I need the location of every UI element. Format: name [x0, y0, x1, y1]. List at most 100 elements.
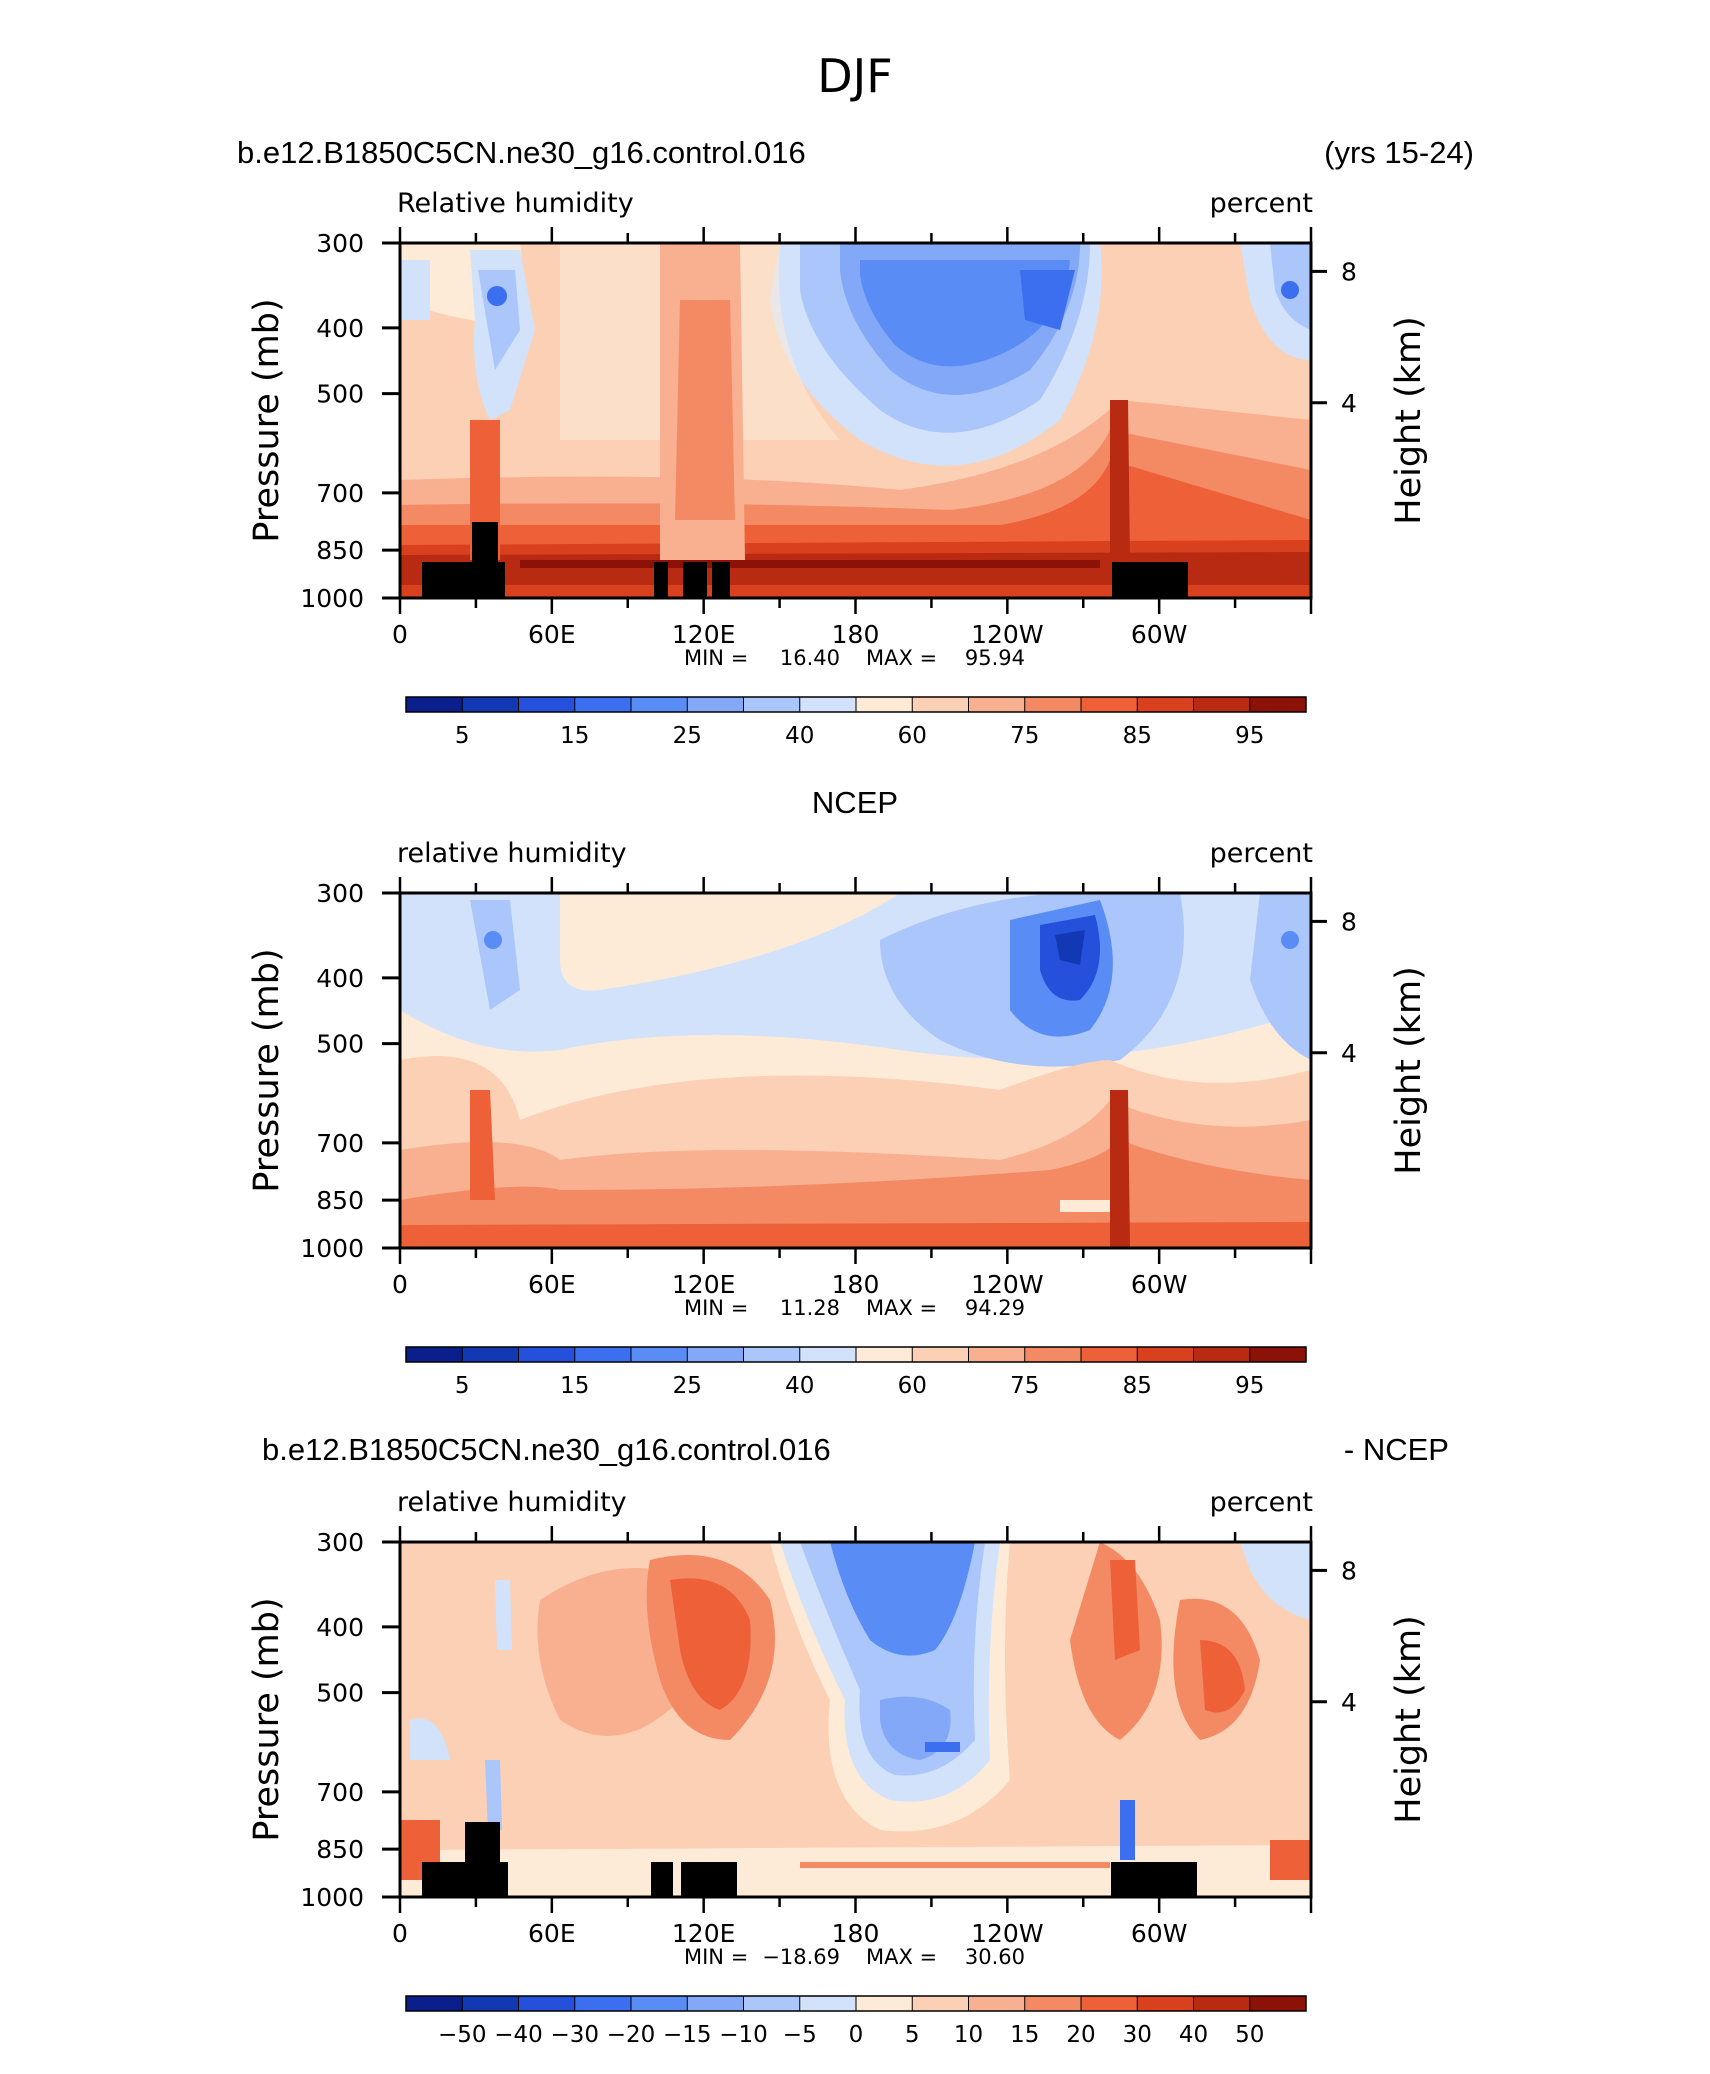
panel2-colorbar-box-4	[631, 1347, 688, 1362]
panel2-colorbar-box-8	[856, 1347, 913, 1362]
panel3-colorbar-box-8	[856, 1996, 913, 2011]
panel1-colorbar-box-3	[574, 697, 632, 712]
panel1-xtick-label-60W: 60W	[1131, 620, 1188, 649]
panel1-colorbar-label: 15	[560, 723, 589, 749]
panel3-ytick-label-500: 500	[316, 1679, 364, 1708]
panel3-ylabel-right: Height (km)	[1389, 1615, 1429, 1824]
panel1-colorbar-box-0	[406, 697, 463, 712]
panel1-ytick-label-500: 500	[316, 380, 364, 409]
panel3-colorbar-box-7	[799, 1996, 857, 2011]
panel3-variable-label: relative humidity	[397, 1487, 627, 1518]
panel3-xtick-label-0: 0	[392, 1919, 408, 1948]
panel1-xtick-label-120W: 120W	[971, 620, 1043, 649]
panel1-colorbar-box-11	[1024, 697, 1082, 712]
panel3-minus-label: - NCEP	[1344, 1432, 1449, 1467]
panel1-colorbar-box-6	[743, 697, 801, 712]
panel3-colorbar-label: 10	[954, 2022, 983, 2048]
panel3-colorbar-label: −30	[550, 2022, 599, 2048]
panel1-colorbar-label: 25	[673, 723, 702, 749]
panel2-colorbar-label: 95	[1235, 1373, 1264, 1399]
panel2-colorbar-box-9	[912, 1347, 969, 1362]
panel2-xtick-label-60E: 60E	[528, 1270, 576, 1299]
panel3-colorbar-label: −15	[663, 2022, 712, 2048]
panel3-colorbar-label: 5	[905, 2022, 920, 2048]
panel1-max-label: MAX =	[866, 646, 937, 670]
panel3-colorbar-box-9	[912, 1996, 969, 2011]
panel2-xtick-label-120E: 120E	[672, 1270, 736, 1299]
panel3-colorbar-box-6	[743, 1996, 801, 2011]
panel2-colorbar-box-1	[462, 1347, 519, 1362]
panel1-colorbar-box-8	[856, 697, 913, 712]
panel1-units-label: percent	[1210, 188, 1313, 219]
panel2-title: NCEP	[812, 785, 898, 820]
panel3-ytick-label-850: 850	[316, 1835, 364, 1864]
panel1-colorbar-box-2	[518, 697, 576, 712]
panel2-colorbar-label: 5	[455, 1373, 470, 1399]
panel1-colorbar-label: 85	[1123, 723, 1152, 749]
panel3-colorbar-box-4	[631, 1996, 688, 2011]
panel2-colorbar-label: 40	[785, 1373, 814, 1399]
panel2-colorbar-label: 25	[673, 1373, 702, 1399]
panel1-min-label: MIN =	[684, 646, 748, 670]
panel3-xtick-label-60E: 60E	[528, 1919, 576, 1948]
panel3-ytick-right-label-4: 4	[1341, 1688, 1357, 1717]
panel3-ytick-label-700: 700	[316, 1778, 364, 1807]
panel3-units-label: percent	[1210, 1487, 1313, 1518]
panel2-colorbar-label: 15	[560, 1373, 589, 1399]
panel3-ytick-label-300: 300	[316, 1528, 364, 1557]
panel3-ylabel: Pressure (mb)	[247, 1597, 287, 1841]
panel1-xtick-label-120E: 120E	[672, 620, 736, 649]
panel3-colorbar-box-14	[1193, 1996, 1251, 2011]
panel1-case-title: b.e12.B1850C5CN.ne30_g16.control.016	[237, 135, 806, 170]
panel3-max-value: 30.60	[965, 1945, 1025, 1969]
panel2-colorbar-label: 75	[1010, 1373, 1039, 1399]
panel1-contour-field	[400, 243, 1311, 598]
panel3-colorbar-label: 50	[1235, 2022, 1264, 2048]
panel2-variable-label: relative humidity	[397, 838, 627, 869]
panel2-max-value: 94.29	[965, 1296, 1025, 1320]
panel1-xtick-label-60E: 60E	[528, 620, 576, 649]
panel2-ytick-label-1000: 1000	[300, 1234, 364, 1263]
panel3-colorbar-box-3	[574, 1996, 632, 2011]
panel3-xtick-label-120E: 120E	[672, 1919, 736, 1948]
panel3-colorbar-label: 0	[849, 2022, 864, 2048]
panel1-colorbar-box-12	[1081, 697, 1138, 712]
panel3-colorbar-label: −20	[607, 2022, 656, 2048]
panel2-xtick-label-0: 0	[392, 1270, 408, 1299]
panel1-xtick-label-180: 180	[832, 620, 880, 649]
panel1-colorbar-box-14	[1193, 697, 1251, 712]
panel2-colorbar-box-14	[1193, 1347, 1251, 1362]
panel2-ytick-label-400: 400	[316, 964, 364, 993]
panel2-xtick-label-180: 180	[832, 1270, 880, 1299]
panel2-units-label: percent	[1210, 838, 1313, 869]
panel2-max-label: MAX =	[866, 1296, 937, 1320]
panel2-colorbar-box-12	[1081, 1347, 1138, 1362]
panel3-colorbar-box-10	[968, 1996, 1026, 2011]
panel1-colorbar-box-7	[799, 697, 857, 712]
panel1-ytick-label-1000: 1000	[300, 584, 364, 613]
panel2-min-label: MIN =	[684, 1296, 748, 1320]
panel2-colorbar-box-15	[1249, 1347, 1307, 1362]
panel1-colorbar-label: 40	[785, 723, 814, 749]
panel1-colorbar-label: 60	[898, 723, 927, 749]
panel2-colorbar-box-2	[518, 1347, 576, 1362]
panel1-colorbar-box-15	[1249, 697, 1307, 712]
figure-title: DJF	[817, 49, 892, 103]
panel1-ylabel: Pressure (mb)	[247, 298, 287, 542]
panel1-max-value: 95.94	[965, 646, 1025, 670]
panel3-xtick-label-120W: 120W	[971, 1919, 1043, 1948]
panel2-xtick-label-60W: 60W	[1131, 1270, 1188, 1299]
panel1-colorbar-label: 95	[1235, 723, 1264, 749]
panel3-colorbar-box-12	[1081, 1996, 1138, 2011]
panel2-colorbar-label: 85	[1123, 1373, 1152, 1399]
panel3-max-label: MAX =	[866, 1945, 937, 1969]
panel2-ylabel-right: Height (km)	[1389, 966, 1429, 1175]
panel2-colorbar-box-7	[799, 1347, 857, 1362]
panel2-ylabel: Pressure (mb)	[247, 948, 287, 1192]
panel2-colorbar-label: 60	[898, 1373, 927, 1399]
panel2-colorbar-box-0	[406, 1347, 463, 1362]
panel3-ytick-right-label-8: 8	[1341, 1556, 1357, 1585]
panel3-colorbar-label: 40	[1179, 2022, 1208, 2048]
panel2-ytick-label-700: 700	[316, 1129, 364, 1158]
